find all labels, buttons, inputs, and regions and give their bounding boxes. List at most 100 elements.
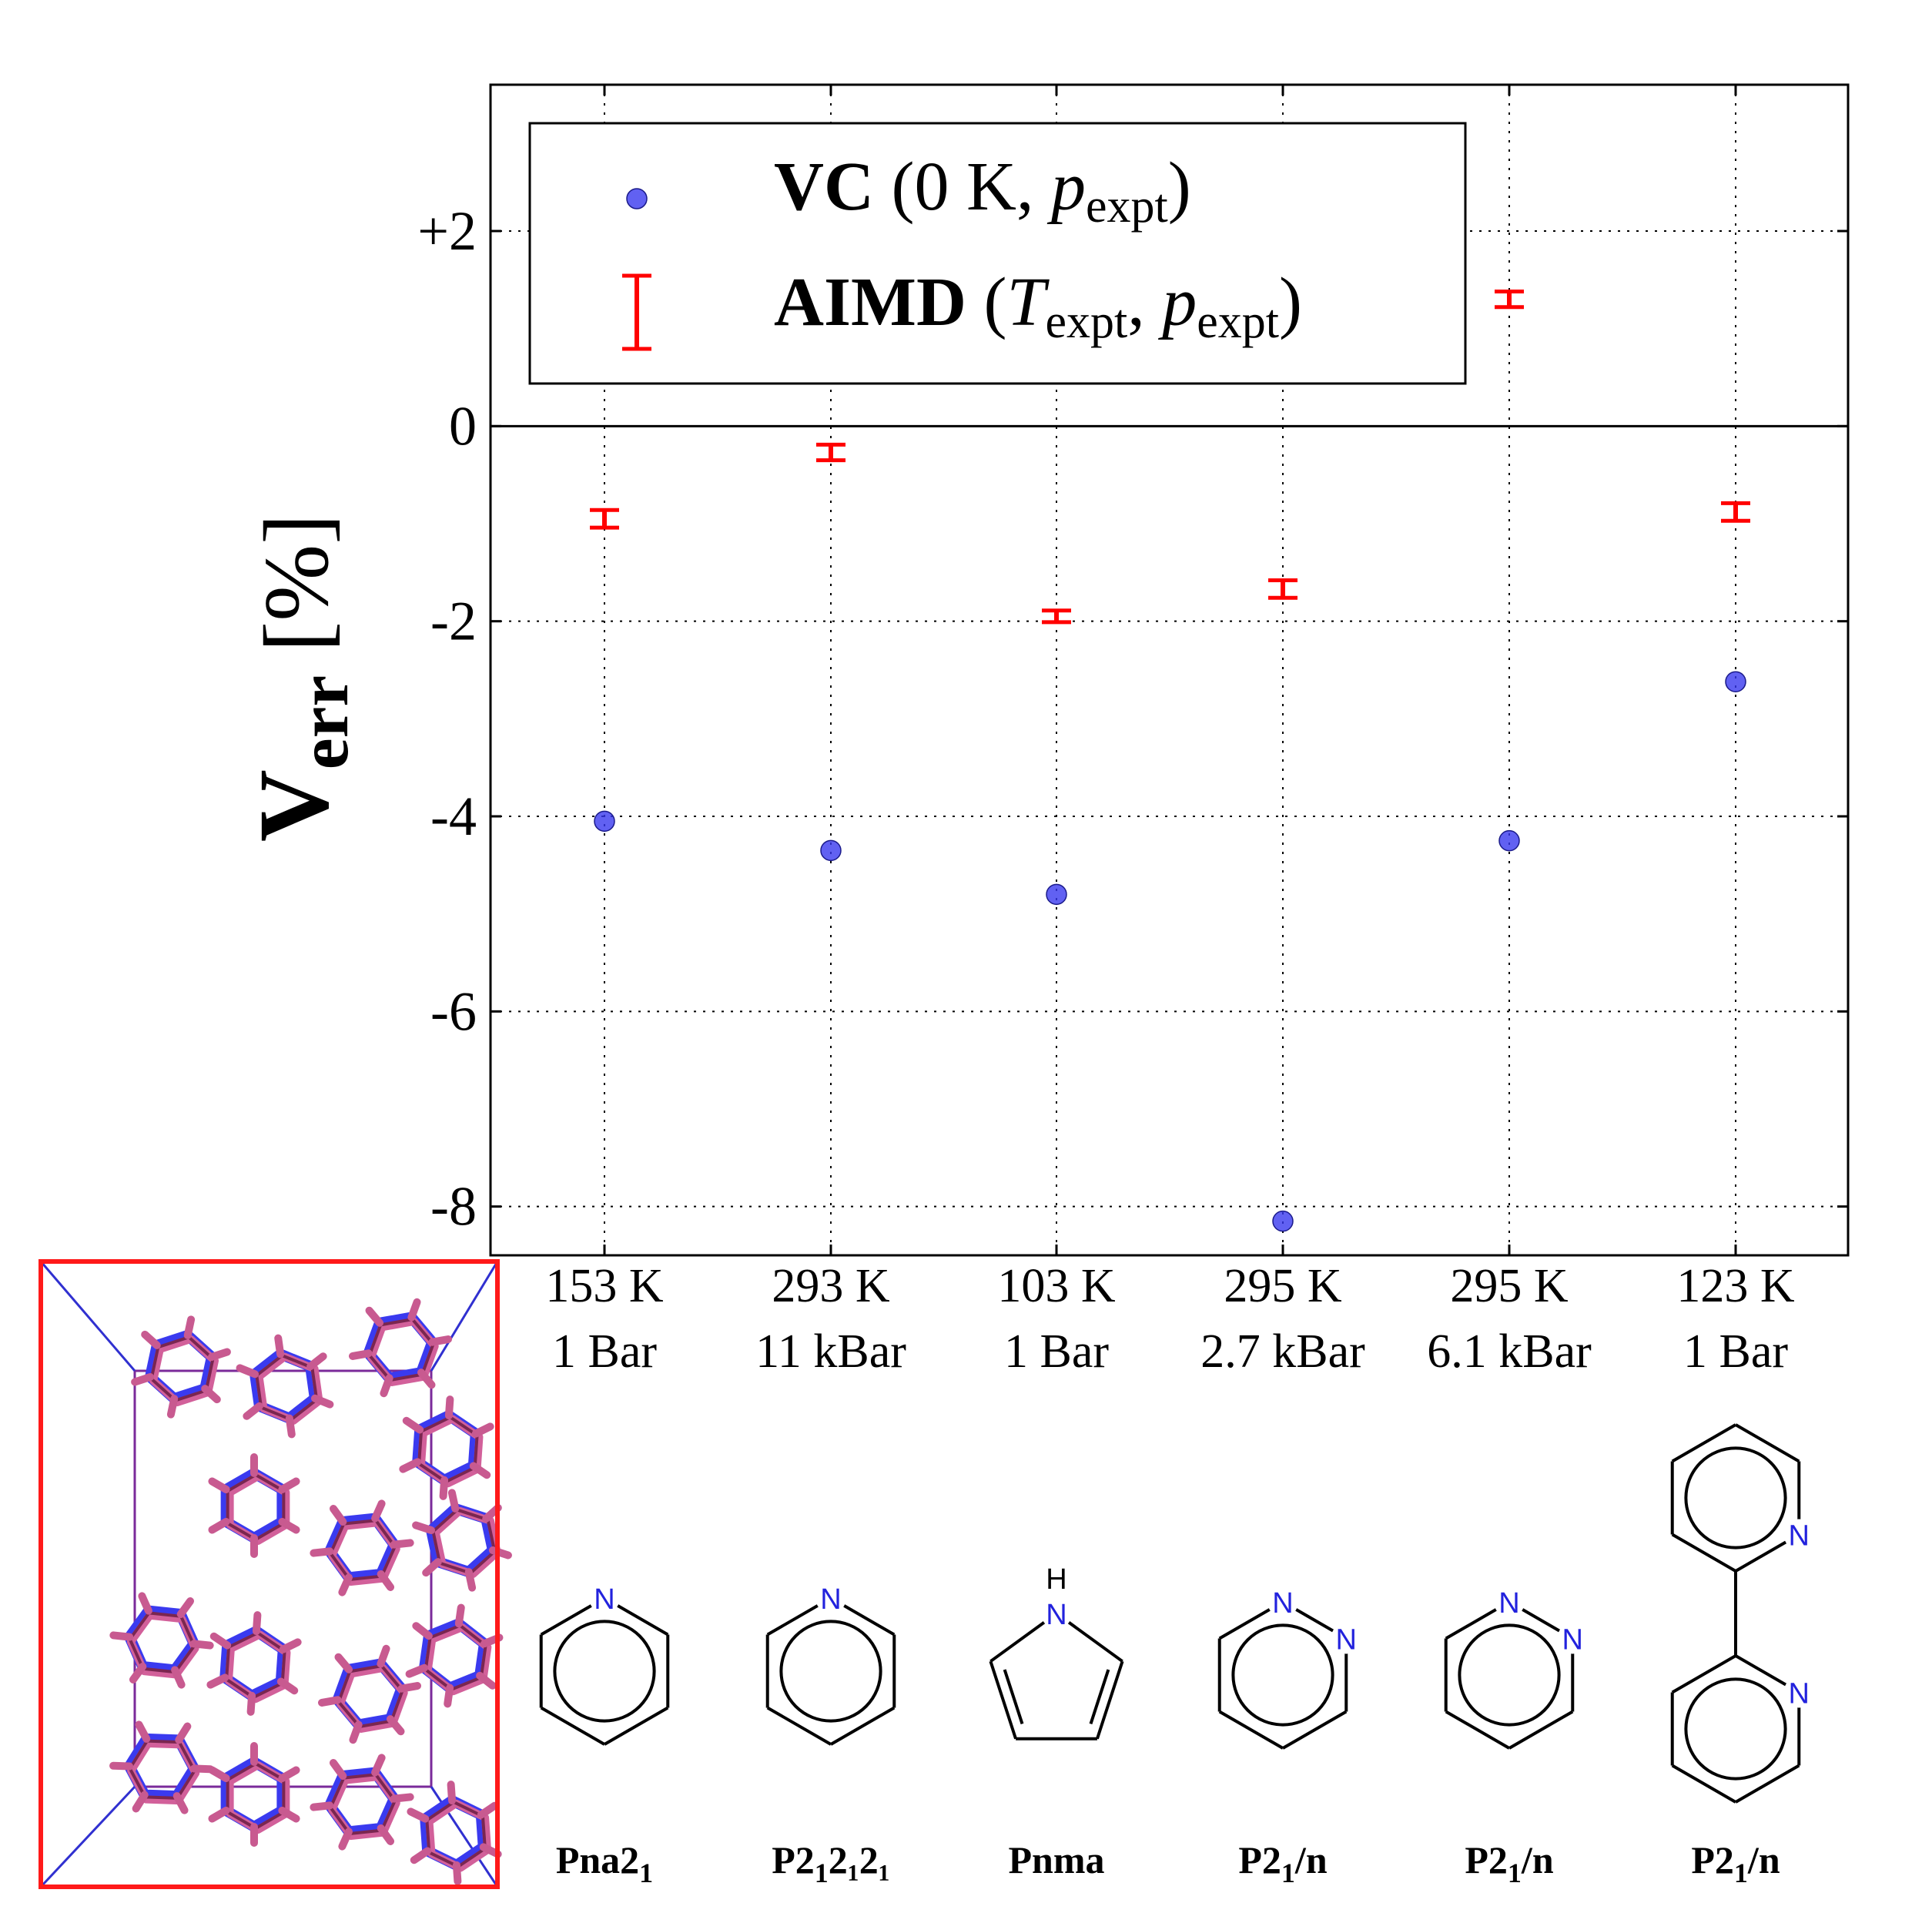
substituent-bond	[171, 1666, 186, 1689]
substituent-bond	[285, 1414, 296, 1439]
x-tick-label-temperature: 153 K	[545, 1260, 664, 1312]
space-group-subscript: 1	[1734, 1858, 1748, 1888]
space-group-subscript: 1	[1508, 1858, 1522, 1888]
space-group-label: Pnma	[1009, 1838, 1105, 1881]
space-group-suffix: /n	[1294, 1838, 1328, 1881]
vc-point	[1046, 883, 1067, 906]
nitrogen-atom-label: N	[594, 1583, 614, 1616]
substituent-bond	[141, 1330, 161, 1349]
substituent-bond	[371, 1754, 386, 1777]
ring-bond	[1218, 1710, 1284, 1750]
legend-condition: (	[966, 264, 1006, 340]
legend-subscript: expt	[1086, 180, 1168, 233]
substituent-bond	[371, 1499, 386, 1523]
ring-bond	[1735, 1764, 1800, 1804]
vc-point	[1498, 829, 1520, 852]
substituent-bond	[172, 1792, 189, 1814]
nitrogen-atom-label: N	[1562, 1624, 1583, 1657]
molecule-overlay	[109, 1592, 214, 1689]
hydrogen-atom-label: H	[1046, 1563, 1066, 1596]
substituent-bond	[310, 1801, 334, 1811]
space-group-base: P2	[1691, 1838, 1734, 1881]
legend-variable: p	[1157, 264, 1197, 340]
aimd-molecule	[328, 1773, 400, 1841]
substituent-bond	[189, 1764, 214, 1774]
aimd-errorbar	[1042, 608, 1071, 625]
substituent-bond	[131, 1372, 155, 1386]
nitrogen-atom-label: N	[1272, 1587, 1293, 1620]
substituent-bond	[208, 1766, 230, 1782]
pyrrole-ring: NH	[989, 1563, 1124, 1740]
space-group-label: P212₁2₁	[772, 1838, 890, 1888]
substituent-bond	[397, 1682, 422, 1693]
substituent-bond	[166, 1395, 179, 1419]
double-bond	[1003, 1669, 1024, 1725]
substituent-bond	[189, 1640, 214, 1650]
nitrogen-atom-label: N	[1336, 1624, 1357, 1657]
space-group-base: P2	[1238, 1838, 1281, 1881]
bipyridine: NN	[1670, 1423, 1815, 1804]
aromatic-circle	[1231, 1623, 1334, 1727]
substituent-bond	[132, 1791, 149, 1813]
substituent-bond	[129, 1662, 147, 1684]
molecule-overlay	[405, 1603, 504, 1708]
y-tick-label: -8	[430, 1176, 477, 1238]
substituent-bond	[208, 1518, 230, 1534]
substituent-bond	[402, 1416, 424, 1434]
molecule-overlay	[131, 1315, 231, 1419]
molecule-overlay	[399, 1395, 494, 1500]
atom-background	[1783, 1677, 1815, 1708]
substituent-bond	[329, 1759, 347, 1781]
aimd-molecule	[127, 1739, 200, 1805]
substituent-bond	[407, 1298, 421, 1322]
ring-bond	[1282, 1710, 1348, 1750]
aromatic-ring: N	[765, 1583, 896, 1746]
substituent-bond	[329, 1505, 347, 1526]
substituent-bond	[349, 1720, 363, 1744]
substituent-bond	[176, 1597, 195, 1619]
space-group-base: P2	[772, 1838, 815, 1881]
substituent-bond	[412, 1622, 433, 1640]
ring-bond	[830, 1706, 896, 1746]
y-axis-subscript: err	[284, 675, 363, 770]
legend-subscript: expt	[1197, 296, 1279, 348]
ring-bond	[989, 1660, 1018, 1740]
legend-series-name: AIMD	[774, 264, 966, 340]
substituent-bond	[422, 1558, 442, 1577]
substituent-bond	[252, 1611, 262, 1636]
aromatic-ring: N	[539, 1583, 670, 1746]
unit-cell-edge	[39, 1261, 136, 1372]
vc-point	[1272, 1210, 1294, 1232]
substituent-bond	[410, 1847, 432, 1864]
legend-entry-vc: VC (0 K, pexpt)	[774, 149, 1191, 233]
space-group-suffix: /n	[1521, 1838, 1554, 1881]
substituent-bond	[207, 1348, 231, 1362]
legend: VC (0 K, pexpt)AIMD (Texpt, pexpt)	[528, 122, 1467, 385]
substituent-bond	[447, 1781, 457, 1805]
substituent-bond	[209, 1632, 232, 1650]
nitrogen-atom-label: N	[1789, 1520, 1810, 1553]
molecule-overlay	[236, 1334, 334, 1439]
molecule-overlay	[109, 1720, 214, 1814]
space-group-label: P21/n	[1238, 1838, 1327, 1888]
space-group-suffix: /n	[1747, 1838, 1780, 1881]
atom-background	[1331, 1623, 1362, 1654]
space-group-suffix: 2₁2₁	[829, 1838, 890, 1881]
atom-background	[1557, 1623, 1589, 1654]
ring-bond	[1445, 1710, 1510, 1750]
aromatic-ring: N	[1670, 1654, 1815, 1804]
atom-background	[1267, 1586, 1298, 1617]
x-tick-label-pressure: 2.7 kBar	[1200, 1325, 1365, 1378]
substituent-bond	[390, 1539, 414, 1549]
aromatic-circle	[1458, 1623, 1561, 1727]
substituent-bond	[471, 1422, 494, 1438]
substituent-bond	[380, 1374, 393, 1398]
molecule-overlay	[208, 1453, 300, 1558]
atom-background	[815, 1583, 846, 1613]
legend-vc-marker	[626, 188, 648, 209]
ring-bond	[1735, 1423, 1800, 1463]
inset-frame	[39, 1259, 500, 1889]
space-group-base: Pnma	[1009, 1838, 1105, 1881]
atom-background	[1783, 1519, 1815, 1550]
